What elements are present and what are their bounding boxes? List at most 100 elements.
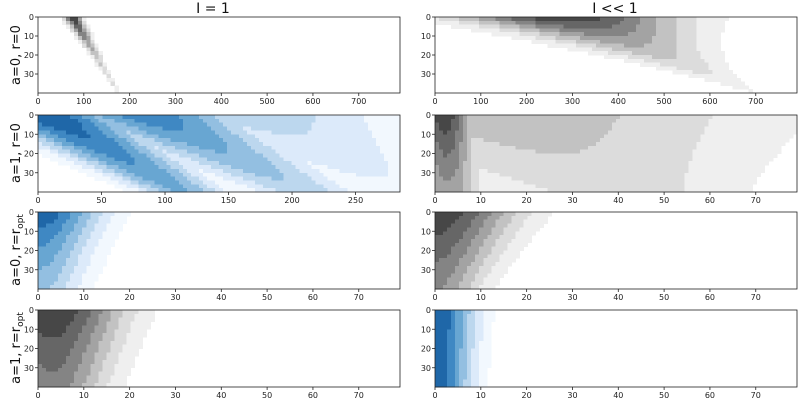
heatmap-cell bbox=[42, 246, 47, 251]
heatmap-cell bbox=[279, 165, 284, 170]
heatmap-cell bbox=[251, 118, 256, 124]
heatmap-cell bbox=[331, 157, 337, 162]
heatmap-cell bbox=[186, 118, 192, 124]
heatmap-cell bbox=[652, 20, 657, 25]
heatmap-cell bbox=[283, 122, 288, 127]
heatmap-cell bbox=[451, 215, 456, 221]
heatmap-cell bbox=[712, 130, 717, 135]
heatmap-cell bbox=[563, 138, 569, 143]
heatmap-cell bbox=[603, 43, 609, 48]
heatmap-cell bbox=[736, 165, 742, 170]
heatmap-cell bbox=[455, 118, 460, 124]
heatmap-cell bbox=[251, 130, 256, 135]
heatmap-cell bbox=[724, 77, 730, 82]
heatmap-cell bbox=[688, 134, 693, 139]
heatmap-cell bbox=[660, 168, 665, 174]
heatmap-cell bbox=[648, 165, 653, 170]
heatmap-cell bbox=[439, 184, 444, 189]
heatmap-cell bbox=[636, 130, 641, 135]
heatmap-cell bbox=[720, 172, 725, 177]
heatmap-cell bbox=[38, 242, 43, 248]
heatmap-cell bbox=[495, 262, 500, 267]
x-tick-label: 50 bbox=[262, 293, 272, 302]
heatmap-cell bbox=[178, 149, 184, 154]
heatmap-cell bbox=[499, 153, 504, 158]
heatmap-cell bbox=[664, 138, 669, 143]
heatmap-cell bbox=[299, 138, 304, 143]
heatmap-cell bbox=[343, 145, 349, 151]
heatmap-cell bbox=[688, 126, 693, 131]
heatmap-cell bbox=[479, 165, 484, 170]
heatmap-cell bbox=[591, 161, 597, 166]
heatmap-cell bbox=[443, 141, 448, 147]
heatmap-cell bbox=[595, 43, 601, 48]
heatmap-cell bbox=[190, 168, 196, 174]
heatmap-cell bbox=[347, 180, 353, 185]
heatmap-cell bbox=[555, 180, 561, 185]
heatmap-cell bbox=[463, 254, 468, 259]
heatmap-cell bbox=[491, 122, 496, 127]
heatmap-cell bbox=[620, 28, 625, 33]
heatmap-cell bbox=[716, 138, 721, 143]
heatmap-cell bbox=[251, 153, 256, 158]
heatmap-cell bbox=[263, 138, 268, 143]
heatmap-cell bbox=[339, 180, 345, 185]
heatmap-cell bbox=[134, 134, 139, 139]
heatmap-cell bbox=[138, 180, 143, 185]
heatmap-cell bbox=[519, 238, 524, 244]
heatmap-cell bbox=[503, 20, 508, 25]
heatmap-cell bbox=[708, 138, 713, 143]
heatmap-cell bbox=[327, 165, 333, 170]
heatmap-cell bbox=[616, 43, 621, 48]
heatmap-cell bbox=[118, 115, 123, 120]
heatmap-cell bbox=[178, 118, 184, 124]
heatmap-cell bbox=[519, 157, 524, 162]
heatmap-cell bbox=[700, 176, 705, 181]
heatmap-cell bbox=[700, 168, 705, 174]
heatmap-cell bbox=[644, 134, 649, 139]
heatmap-cell bbox=[696, 145, 701, 151]
heatmap-cell bbox=[375, 130, 381, 135]
heatmap-cell bbox=[652, 172, 657, 177]
heatmap-cell bbox=[724, 141, 730, 147]
heatmap-cell bbox=[283, 145, 288, 151]
heatmap-cell bbox=[636, 180, 641, 185]
heatmap-cell bbox=[531, 168, 536, 174]
heatmap-cell bbox=[680, 24, 685, 29]
heatmap-cell bbox=[555, 28, 561, 33]
heatmap-cell bbox=[491, 227, 496, 232]
heatmap-cell bbox=[38, 250, 43, 255]
heatmap-cell bbox=[720, 118, 725, 124]
heatmap-cell bbox=[507, 130, 512, 135]
x-tick-label: 60 bbox=[308, 293, 318, 302]
heatmap-cell bbox=[567, 138, 573, 143]
heatmap-cell bbox=[716, 28, 721, 33]
heatmap-cell bbox=[579, 43, 585, 48]
heatmap-cell bbox=[567, 24, 573, 29]
heatmap-cell bbox=[94, 227, 99, 232]
heatmap-cell bbox=[632, 126, 637, 131]
heatmap-cell bbox=[331, 184, 337, 189]
heatmap-cell bbox=[166, 165, 172, 170]
heatmap-cell bbox=[704, 55, 709, 60]
heatmap-cell bbox=[102, 212, 107, 217]
heatmap-cell bbox=[772, 115, 778, 120]
heatmap-cell bbox=[255, 157, 260, 162]
heatmap-cell bbox=[515, 157, 520, 162]
heatmap-cell bbox=[523, 188, 528, 193]
heatmap-cell bbox=[170, 122, 176, 127]
heatmap-cell bbox=[94, 235, 99, 240]
heatmap-cell bbox=[391, 130, 397, 135]
heatmap-cell bbox=[463, 153, 468, 158]
heatmap-cell bbox=[620, 165, 625, 170]
heatmap-cell bbox=[251, 180, 256, 185]
heatmap-cell bbox=[447, 153, 452, 158]
heatmap-cell bbox=[515, 235, 520, 240]
heatmap-cell bbox=[656, 39, 661, 44]
heatmap-cell bbox=[515, 118, 520, 124]
heatmap-cell bbox=[744, 157, 750, 162]
heatmap-cell bbox=[483, 134, 488, 139]
heatmap-cell bbox=[680, 153, 685, 158]
heatmap-cell bbox=[82, 262, 87, 267]
heatmap-cell bbox=[114, 223, 119, 228]
